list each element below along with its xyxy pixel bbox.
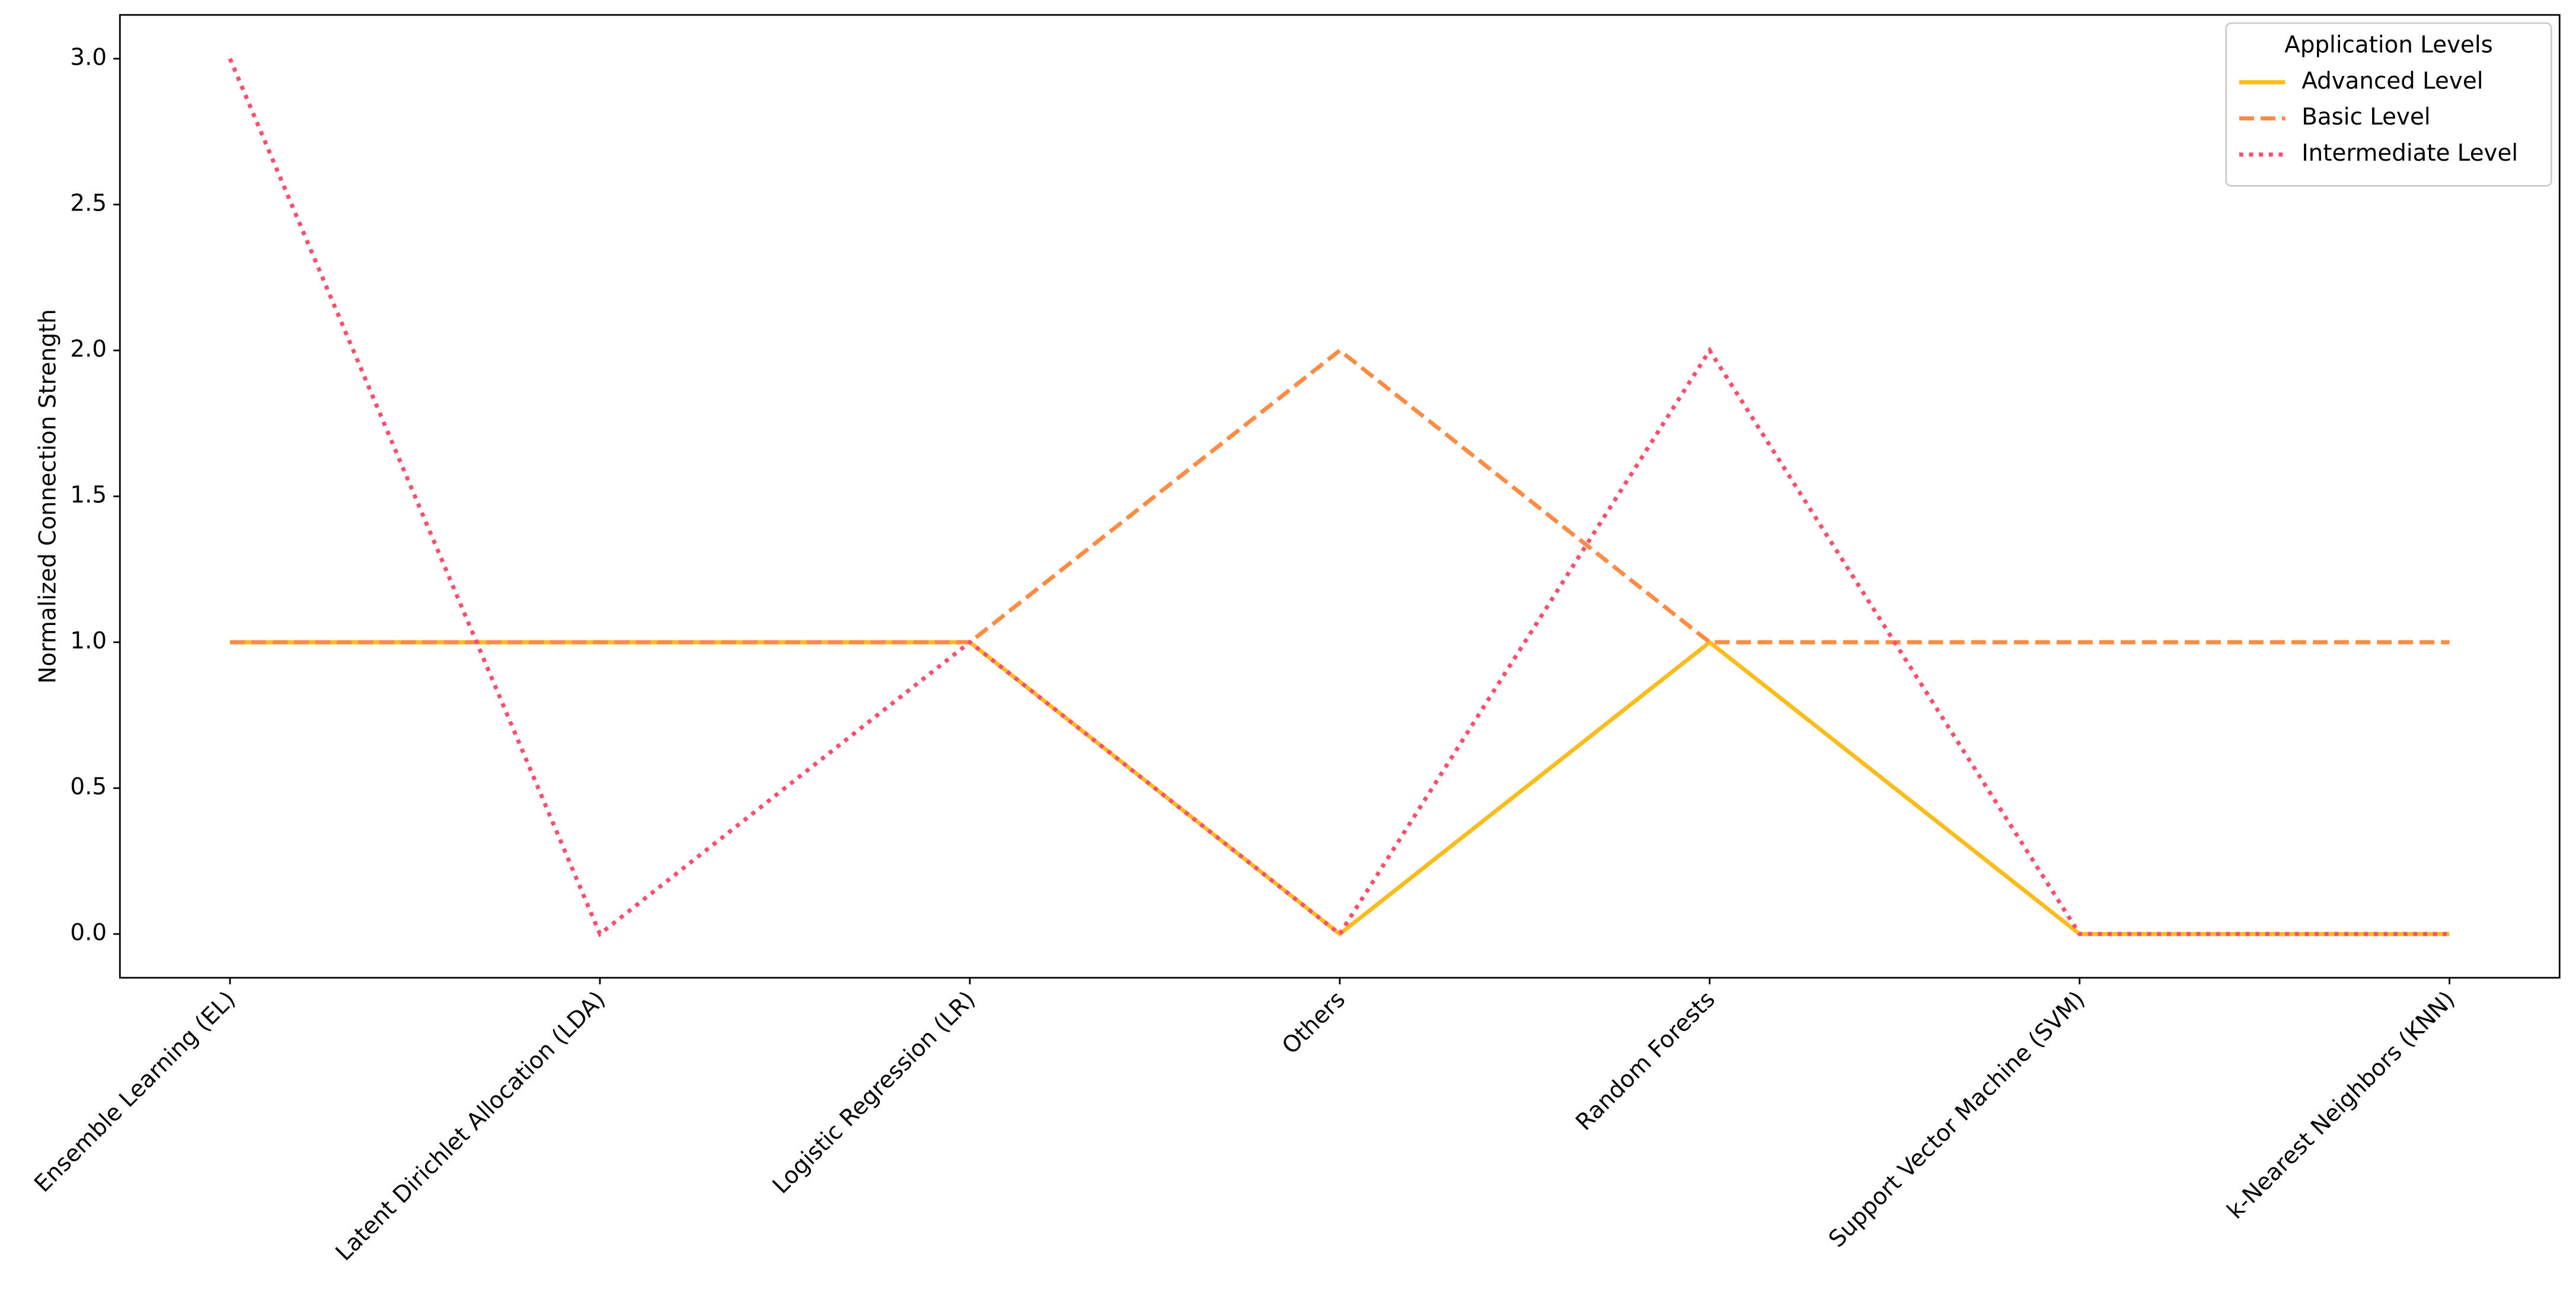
legend: Application Levels Advanced Level Basic Le… bbox=[2225, 22, 2552, 187]
x-tick-label: Latent Dirichlet Allocation (LDA) bbox=[331, 986, 611, 1266]
legend-label: Basic Level bbox=[2302, 104, 2430, 130]
y-tick-label: 0.0 bbox=[70, 920, 107, 946]
x-tick-label: Ensemble Learning (EL) bbox=[29, 986, 241, 1198]
y-tick-label: 1.0 bbox=[70, 628, 107, 655]
series-line bbox=[228, 58, 2450, 937]
legend-label: Advanced Level bbox=[2302, 68, 2483, 94]
x-tick-label: Support Vector Machine (SVM) bbox=[1824, 986, 2090, 1253]
x-tick-label: Random Forests bbox=[1571, 986, 1720, 1136]
series-line bbox=[229, 347, 2450, 645]
y-tick-label: 1.5 bbox=[70, 482, 107, 509]
x-tick-label: Logistic Regression (LR) bbox=[768, 986, 981, 1199]
legend-title: Application Levels bbox=[2284, 31, 2493, 58]
x-tick-label: k-Nearest Neighbors (KNN) bbox=[2222, 986, 2460, 1224]
y-tick-label: 3.0 bbox=[70, 44, 107, 71]
y-axis-label: Normalized Connection Strength bbox=[35, 309, 62, 684]
x-tick-label: Others bbox=[1277, 986, 1351, 1060]
legend-box bbox=[2225, 22, 2552, 187]
y-tick-label: 2.0 bbox=[70, 336, 107, 363]
legend-label: Intermediate Level bbox=[2302, 140, 2518, 167]
y-tick-label: 2.5 bbox=[70, 190, 107, 216]
y-tick-label: 0.5 bbox=[70, 774, 107, 800]
series-line bbox=[229, 639, 2450, 937]
plot-frame bbox=[119, 14, 2561, 979]
